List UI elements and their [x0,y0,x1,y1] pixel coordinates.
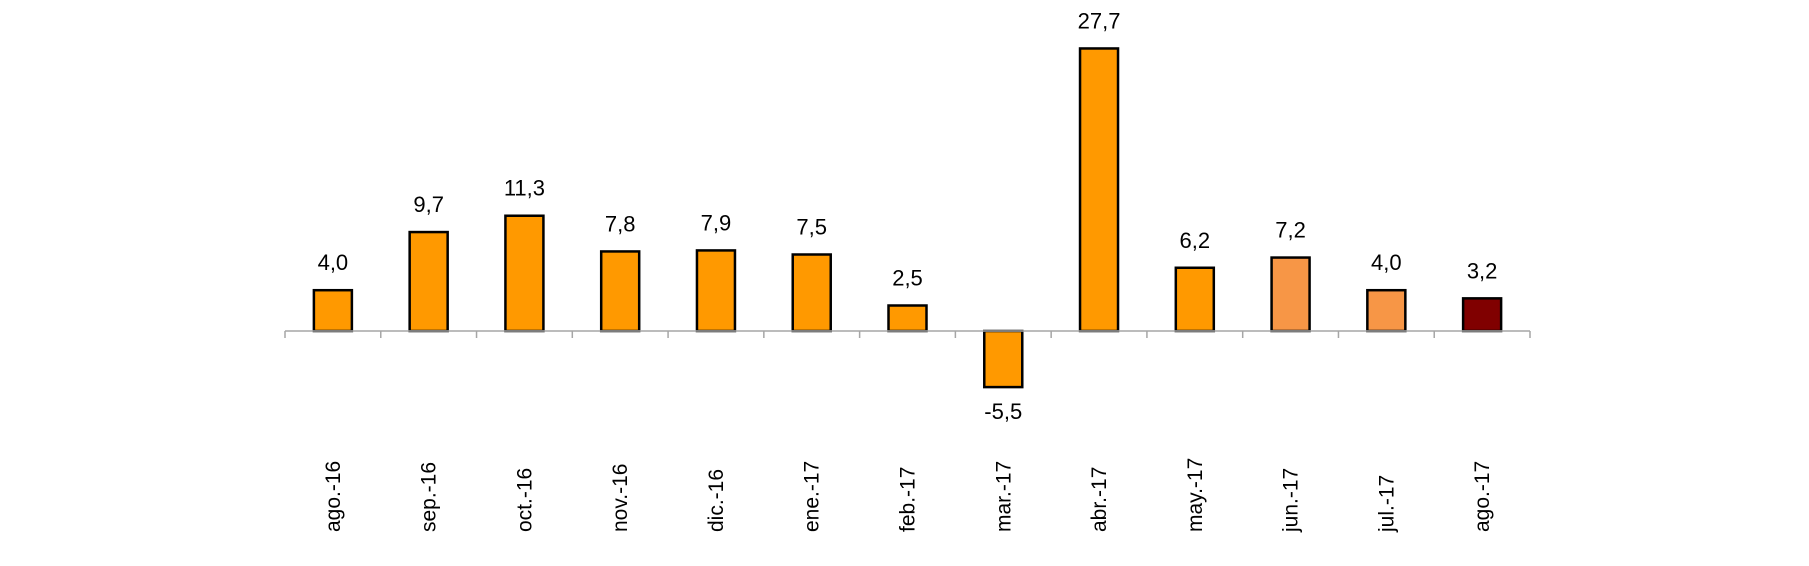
data-label-mar.-17: -5,5 [984,399,1022,424]
x-tick-labels-group: ago.-16 sep.-16 oct.-16 nov.-16 dic.-16 ene.-… [322,458,1494,533]
x-tick-label-jul.-17: jul.-17 [1375,475,1398,533]
bar-dic.-16 [695,249,737,333]
bar-ago.-17 [1461,297,1503,333]
x-tick-label-ago.-16: ago.-16 [322,461,345,532]
bar-abr.-17 [1078,47,1120,333]
data-label-feb.-17: 2,5 [892,266,923,291]
data-label-oct.-16: 11,3 [504,176,545,201]
x-tick-label-jun.-17: jun.-17 [1280,468,1303,533]
data-label-nov.-16: 7,8 [605,211,636,236]
data-label-sep.-16: 9,7 [413,192,444,217]
bar-mar.-17 [983,329,1024,389]
x-tick-label-dic.-16: dic.-16 [705,469,728,532]
bar-may.-17 [1174,266,1216,333]
bar-jun.-17 [1270,256,1311,333]
bar-oct.-16 [504,214,545,333]
data-label-dic.-16: 7,9 [701,210,732,235]
x-tick-label-sep.-16: sep.-16 [418,462,441,532]
bar-nov.-16 [599,250,641,333]
x-tick-label-oct.-16: oct.-16 [513,468,536,532]
bar-ene.-17 [791,253,832,333]
data-label-may.-17: 6,2 [1180,228,1211,253]
x-axis [284,330,1531,338]
x-tick-label-may.-17: may.-17 [1184,458,1207,532]
bar-jul.-17 [1366,288,1407,333]
x-tick-label-ene.-17: ene.-17 [801,461,824,532]
bar-ago.-16 [312,288,354,333]
data-label-jun.-17: 7,2 [1275,218,1306,243]
x-tick-label-feb.-17: feb.-17 [897,467,920,532]
bar-feb.-17 [887,304,928,333]
x-tick-label-ago.-17: ago.-17 [1471,461,1494,532]
data-label-ago.-16: 4,0 [318,250,349,275]
data-label-ago.-17: 3,2 [1467,258,1498,283]
data-label-ene.-17: 7,5 [796,215,827,240]
bars-group [312,47,1503,389]
data-labels-group: 4,0 9,7 11,3 7,8 7,9 7,5 2,5 -5,5 27,7 6,2 7,2 4,0 3… [318,8,1498,424]
x-tick-label-mar.-17: mar.-17 [992,461,1015,532]
x-tick-label-abr.-17: abr.-17 [1088,467,1111,532]
bar-sep.-16 [408,230,449,333]
x-tick-label-nov.-16: nov.-16 [609,464,632,533]
data-label-jul.-17: 4,0 [1371,250,1402,275]
data-label-abr.-17: 27,7 [1078,8,1121,33]
